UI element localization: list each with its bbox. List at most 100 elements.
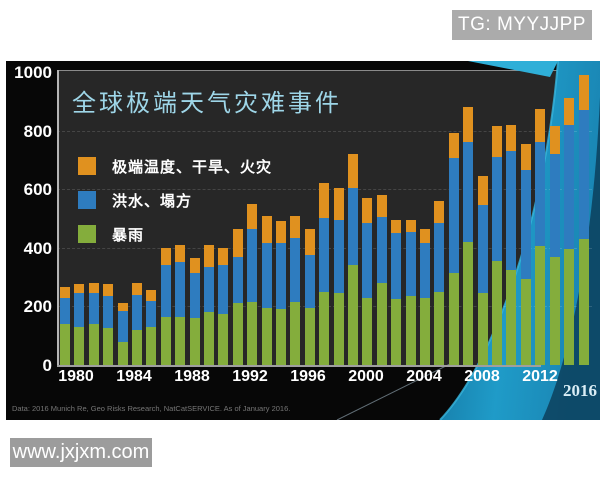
x-tick-label-1984: 1984 bbox=[116, 368, 152, 385]
y-tick-label-600: 600 bbox=[23, 180, 52, 200]
bar-1992-segment-极端温度、干旱、火灾 bbox=[232, 228, 243, 257]
bar-2014-segment-暴雨 bbox=[549, 256, 560, 365]
legend-item-暴雨: 暴雨 bbox=[78, 225, 272, 244]
bar-1987-segment-洪水、塌方 bbox=[160, 265, 171, 317]
bar-2006-segment-洪水、塌方 bbox=[434, 222, 445, 292]
bar-2001-segment-极端温度、干旱、火灾 bbox=[362, 197, 373, 223]
bar-1995-segment-洪水、塌方 bbox=[276, 243, 287, 310]
bar-2008-segment-洪水、塌方 bbox=[463, 142, 474, 242]
bar-2006-segment-极端温度、干旱、火灾 bbox=[434, 200, 445, 223]
chart-title: 全球极端天气灾难事件 bbox=[72, 90, 342, 117]
bar-2015 bbox=[564, 98, 575, 365]
x-tick-label-1992: 1992 bbox=[232, 368, 268, 385]
bar-2005 bbox=[420, 228, 431, 365]
bar-1982-segment-洪水、塌方 bbox=[88, 293, 99, 324]
bar-1996-segment-暴雨 bbox=[290, 301, 301, 365]
bar-1999 bbox=[333, 187, 344, 365]
bar-2008-segment-极端温度、干旱、火灾 bbox=[463, 107, 474, 143]
bar-1998-segment-极端温度、干旱、火灾 bbox=[319, 183, 330, 219]
watermark-telegram-badge: TG: MYYJJPP bbox=[452, 10, 592, 40]
bar-2016-segment-极端温度、干旱、火灾 bbox=[578, 74, 589, 111]
bar-1981-segment-洪水、塌方 bbox=[74, 293, 85, 327]
bar-1990 bbox=[204, 244, 215, 365]
bar-1994 bbox=[261, 215, 272, 365]
bar-2005-segment-极端温度、干旱、火灾 bbox=[420, 228, 431, 244]
bar-1991-segment-极端温度、干旱、火灾 bbox=[218, 247, 229, 266]
bar-1997-segment-洪水、塌方 bbox=[304, 255, 315, 308]
bar-2007-segment-暴雨 bbox=[448, 272, 459, 365]
bar-2015-segment-极端温度、干旱、火灾 bbox=[564, 98, 575, 125]
bar-2003 bbox=[391, 219, 402, 365]
bar-1993 bbox=[247, 203, 258, 365]
bar-1990-segment-暴雨 bbox=[204, 312, 215, 365]
bar-1982 bbox=[88, 282, 99, 365]
bar-1991-segment-暴雨 bbox=[218, 313, 229, 365]
bar-2006-segment-暴雨 bbox=[434, 291, 445, 365]
bar-1980-segment-暴雨 bbox=[60, 323, 70, 365]
bar-1993-segment-极端温度、干旱、火灾 bbox=[247, 203, 258, 229]
bar-1981-segment-暴雨 bbox=[74, 326, 85, 365]
bar-1994-segment-洪水、塌方 bbox=[261, 243, 272, 308]
watermark-website-text: www.jxjxm.com bbox=[12, 441, 150, 463]
y-tick-label-200: 200 bbox=[23, 297, 52, 317]
bar-1983-segment-极端温度、干旱、火灾 bbox=[103, 284, 114, 297]
bar-1984 bbox=[117, 303, 128, 365]
bar-2010-segment-极端温度、干旱、火灾 bbox=[492, 126, 503, 157]
y-tick-label-800: 800 bbox=[23, 121, 52, 141]
bar-1989-segment-暴雨 bbox=[189, 318, 200, 365]
x-tick-label-1988: 1988 bbox=[174, 368, 210, 385]
bar-2011-segment-暴雨 bbox=[506, 269, 517, 365]
watermark-website-badge: www.jxjxm.com bbox=[10, 438, 152, 467]
bar-2008-segment-暴雨 bbox=[463, 241, 474, 365]
bar-1997-segment-暴雨 bbox=[304, 307, 315, 365]
bar-1983 bbox=[103, 284, 114, 365]
bar-1999-segment-洪水、塌方 bbox=[333, 219, 344, 294]
bar-2009 bbox=[477, 176, 488, 365]
bar-2016 bbox=[578, 74, 589, 365]
x-axis-label-2016: 2016 bbox=[563, 381, 597, 400]
bar-1995-segment-暴雨 bbox=[276, 309, 287, 365]
bar-2010-segment-暴雨 bbox=[492, 260, 503, 365]
bar-1996-segment-极端温度、干旱、火灾 bbox=[290, 215, 301, 238]
bar-1994-segment-暴雨 bbox=[261, 307, 272, 365]
bar-2003-segment-极端温度、干旱、火灾 bbox=[391, 219, 402, 234]
bar-2004-segment-洪水、塌方 bbox=[405, 231, 416, 297]
x-tick-label-2008: 2008 bbox=[464, 368, 500, 385]
bar-2002-segment-极端温度、干旱、火灾 bbox=[376, 195, 387, 218]
bar-1988-segment-暴雨 bbox=[175, 316, 186, 365]
bar-1999-segment-极端温度、干旱、火灾 bbox=[333, 187, 344, 220]
bar-2012-segment-洪水、塌方 bbox=[520, 170, 531, 279]
bar-1999-segment-暴雨 bbox=[333, 293, 344, 365]
bar-1988-segment-极端温度、干旱、火灾 bbox=[175, 244, 186, 263]
bar-1982-segment-极端温度、干旱、火灾 bbox=[88, 282, 99, 294]
bar-1987-segment-极端温度、干旱、火灾 bbox=[160, 247, 171, 266]
source-note: Data: 2016 Munich Re, Geo Risks Research… bbox=[12, 404, 291, 413]
bar-1994-segment-极端温度、干旱、火灾 bbox=[261, 215, 272, 244]
bar-2001-segment-暴雨 bbox=[362, 297, 373, 365]
bar-1992 bbox=[232, 228, 243, 365]
bar-1997 bbox=[304, 228, 315, 365]
bar-1987-segment-暴雨 bbox=[160, 316, 171, 365]
bar-1997-segment-极端温度、干旱、火灾 bbox=[304, 228, 315, 256]
bar-2000-segment-极端温度、干旱、火灾 bbox=[348, 154, 359, 188]
y-axis-line bbox=[57, 70, 59, 367]
bar-1992-segment-暴雨 bbox=[232, 303, 243, 365]
bar-2004 bbox=[405, 219, 416, 365]
bar-2014 bbox=[549, 126, 560, 365]
legend: 极端温度、干旱、火灾 洪水、塌方 暴雨 bbox=[78, 157, 272, 259]
bar-1984-segment-极端温度、干旱、火灾 bbox=[117, 303, 128, 311]
x-tick-label-2012: 2012 bbox=[522, 368, 558, 385]
bar-2014-segment-洪水、塌方 bbox=[549, 154, 560, 257]
legend-item-极端温度、干旱、火灾: 极端温度、干旱、火灾 bbox=[78, 157, 272, 176]
bar-1984-segment-暴雨 bbox=[117, 341, 128, 365]
bar-1993-segment-暴雨 bbox=[247, 301, 258, 365]
bar-1986-segment-洪水、塌方 bbox=[146, 300, 157, 327]
bar-1996-segment-洪水、塌方 bbox=[290, 237, 301, 302]
bar-1989-segment-洪水、塌方 bbox=[189, 272, 200, 319]
bar-2011-segment-极端温度、干旱、火灾 bbox=[506, 124, 517, 152]
bar-2008 bbox=[463, 107, 474, 365]
legend-swatch-icon bbox=[78, 157, 96, 175]
legend-label: 暴雨 bbox=[112, 226, 145, 244]
bar-1988-segment-洪水、塌方 bbox=[175, 262, 186, 317]
